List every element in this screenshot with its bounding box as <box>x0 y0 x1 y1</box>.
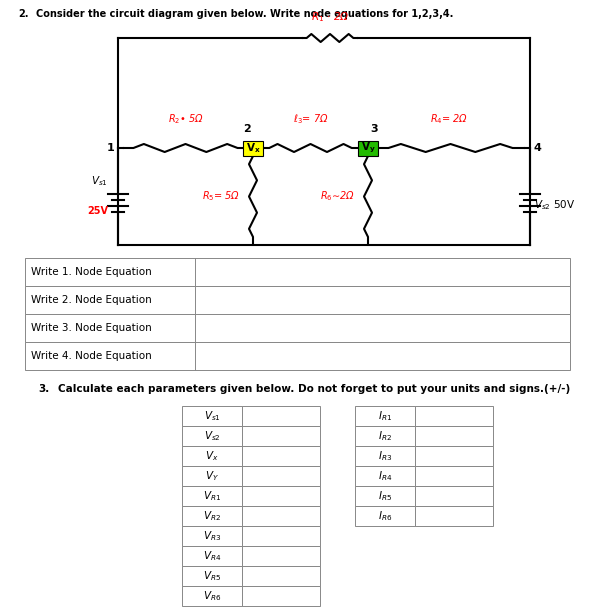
Bar <box>25 342 570 370</box>
Bar <box>182 566 242 586</box>
Bar <box>243 141 263 155</box>
Bar <box>415 406 493 426</box>
Text: $V_x$: $V_x$ <box>205 449 219 463</box>
Bar <box>242 486 320 506</box>
Bar <box>182 586 242 606</box>
Bar <box>242 546 320 566</box>
Text: $R_2$• 5Ω: $R_2$• 5Ω <box>168 112 203 126</box>
Bar <box>242 406 320 426</box>
Text: $R_5$= 5Ω: $R_5$= 5Ω <box>202 189 240 203</box>
Text: $I_{R6}$: $I_{R6}$ <box>378 509 392 523</box>
Text: 1: 1 <box>107 143 114 153</box>
Text: $V_{R5}$: $V_{R5}$ <box>203 569 221 583</box>
Text: $R_4$= 2Ω: $R_4$= 2Ω <box>430 112 468 126</box>
Bar <box>182 406 242 426</box>
Bar <box>182 486 242 506</box>
Text: Calculate each parameters given below. Do not forget to put your units and signs: Calculate each parameters given below. D… <box>58 384 570 394</box>
Text: $V_{s1}$: $V_{s1}$ <box>203 409 220 423</box>
Bar <box>182 466 242 486</box>
Bar <box>182 526 242 546</box>
Bar <box>415 426 493 446</box>
Text: $\mathbf{V_y}$: $\mathbf{V_y}$ <box>361 141 375 155</box>
Text: $I_{R2}$: $I_{R2}$ <box>378 429 392 443</box>
Text: Write 3. Node Equation: Write 3. Node Equation <box>31 323 152 333</box>
Text: $V_{R1}$: $V_{R1}$ <box>203 489 221 503</box>
Bar <box>182 546 242 566</box>
Text: 2: 2 <box>243 124 251 134</box>
Bar <box>242 506 320 526</box>
Bar <box>242 586 320 606</box>
Text: Write 1. Node Equation: Write 1. Node Equation <box>31 267 152 277</box>
Text: $R_6$∼2Ω: $R_6$∼2Ω <box>321 189 356 203</box>
Text: $V_{R3}$: $V_{R3}$ <box>203 529 221 543</box>
Bar <box>242 446 320 466</box>
Bar <box>25 286 570 314</box>
Bar <box>355 426 415 446</box>
Bar <box>242 466 320 486</box>
Text: $V_{s1}$: $V_{s1}$ <box>91 174 108 188</box>
Bar <box>182 446 242 466</box>
Text: $V_{R6}$: $V_{R6}$ <box>203 589 221 603</box>
Text: $R_1$ $\cdot$ 2Ω: $R_1$ $\cdot$ 2Ω <box>311 10 349 24</box>
Text: $V_{s2}$ 50V: $V_{s2}$ 50V <box>534 198 575 212</box>
Text: Consider the circuit diagram given below. Write node equations for 1,2,3,4.: Consider the circuit diagram given below… <box>36 9 453 19</box>
Text: 3: 3 <box>370 124 378 134</box>
Bar <box>182 426 242 446</box>
Text: $I_{R1}$: $I_{R1}$ <box>378 409 392 423</box>
Bar <box>415 446 493 466</box>
Text: $I_{R4}$: $I_{R4}$ <box>378 469 392 483</box>
Text: $\mathbf{V_x}$: $\mathbf{V_x}$ <box>246 141 261 155</box>
Text: 3.: 3. <box>38 384 49 394</box>
Bar <box>355 486 415 506</box>
Text: $I_{R3}$: $I_{R3}$ <box>378 449 392 463</box>
Bar <box>415 506 493 526</box>
Text: 25V: 25V <box>87 206 108 216</box>
Bar <box>355 466 415 486</box>
Text: Write 2. Node Equation: Write 2. Node Equation <box>31 295 152 305</box>
Text: 2.: 2. <box>18 9 29 19</box>
Bar <box>355 446 415 466</box>
Text: $\ell_3$= 7Ω: $\ell_3$= 7Ω <box>293 112 328 126</box>
Bar <box>355 406 415 426</box>
Text: 4: 4 <box>534 143 542 153</box>
Bar <box>355 506 415 526</box>
Text: $V_{s2}$: $V_{s2}$ <box>203 429 220 443</box>
Bar <box>415 466 493 486</box>
Text: $V_{R4}$: $V_{R4}$ <box>203 549 221 563</box>
Bar <box>25 314 570 342</box>
Text: $V_Y$: $V_Y$ <box>205 469 219 483</box>
Text: $I_{R5}$: $I_{R5}$ <box>378 489 392 503</box>
Text: Write 4. Node Equation: Write 4. Node Equation <box>31 351 152 361</box>
Bar <box>415 486 493 506</box>
Bar <box>242 566 320 586</box>
Bar <box>358 141 378 155</box>
Bar <box>242 526 320 546</box>
Text: $V_{R2}$: $V_{R2}$ <box>203 509 221 523</box>
Bar <box>25 258 570 286</box>
Bar <box>182 506 242 526</box>
Bar <box>242 426 320 446</box>
